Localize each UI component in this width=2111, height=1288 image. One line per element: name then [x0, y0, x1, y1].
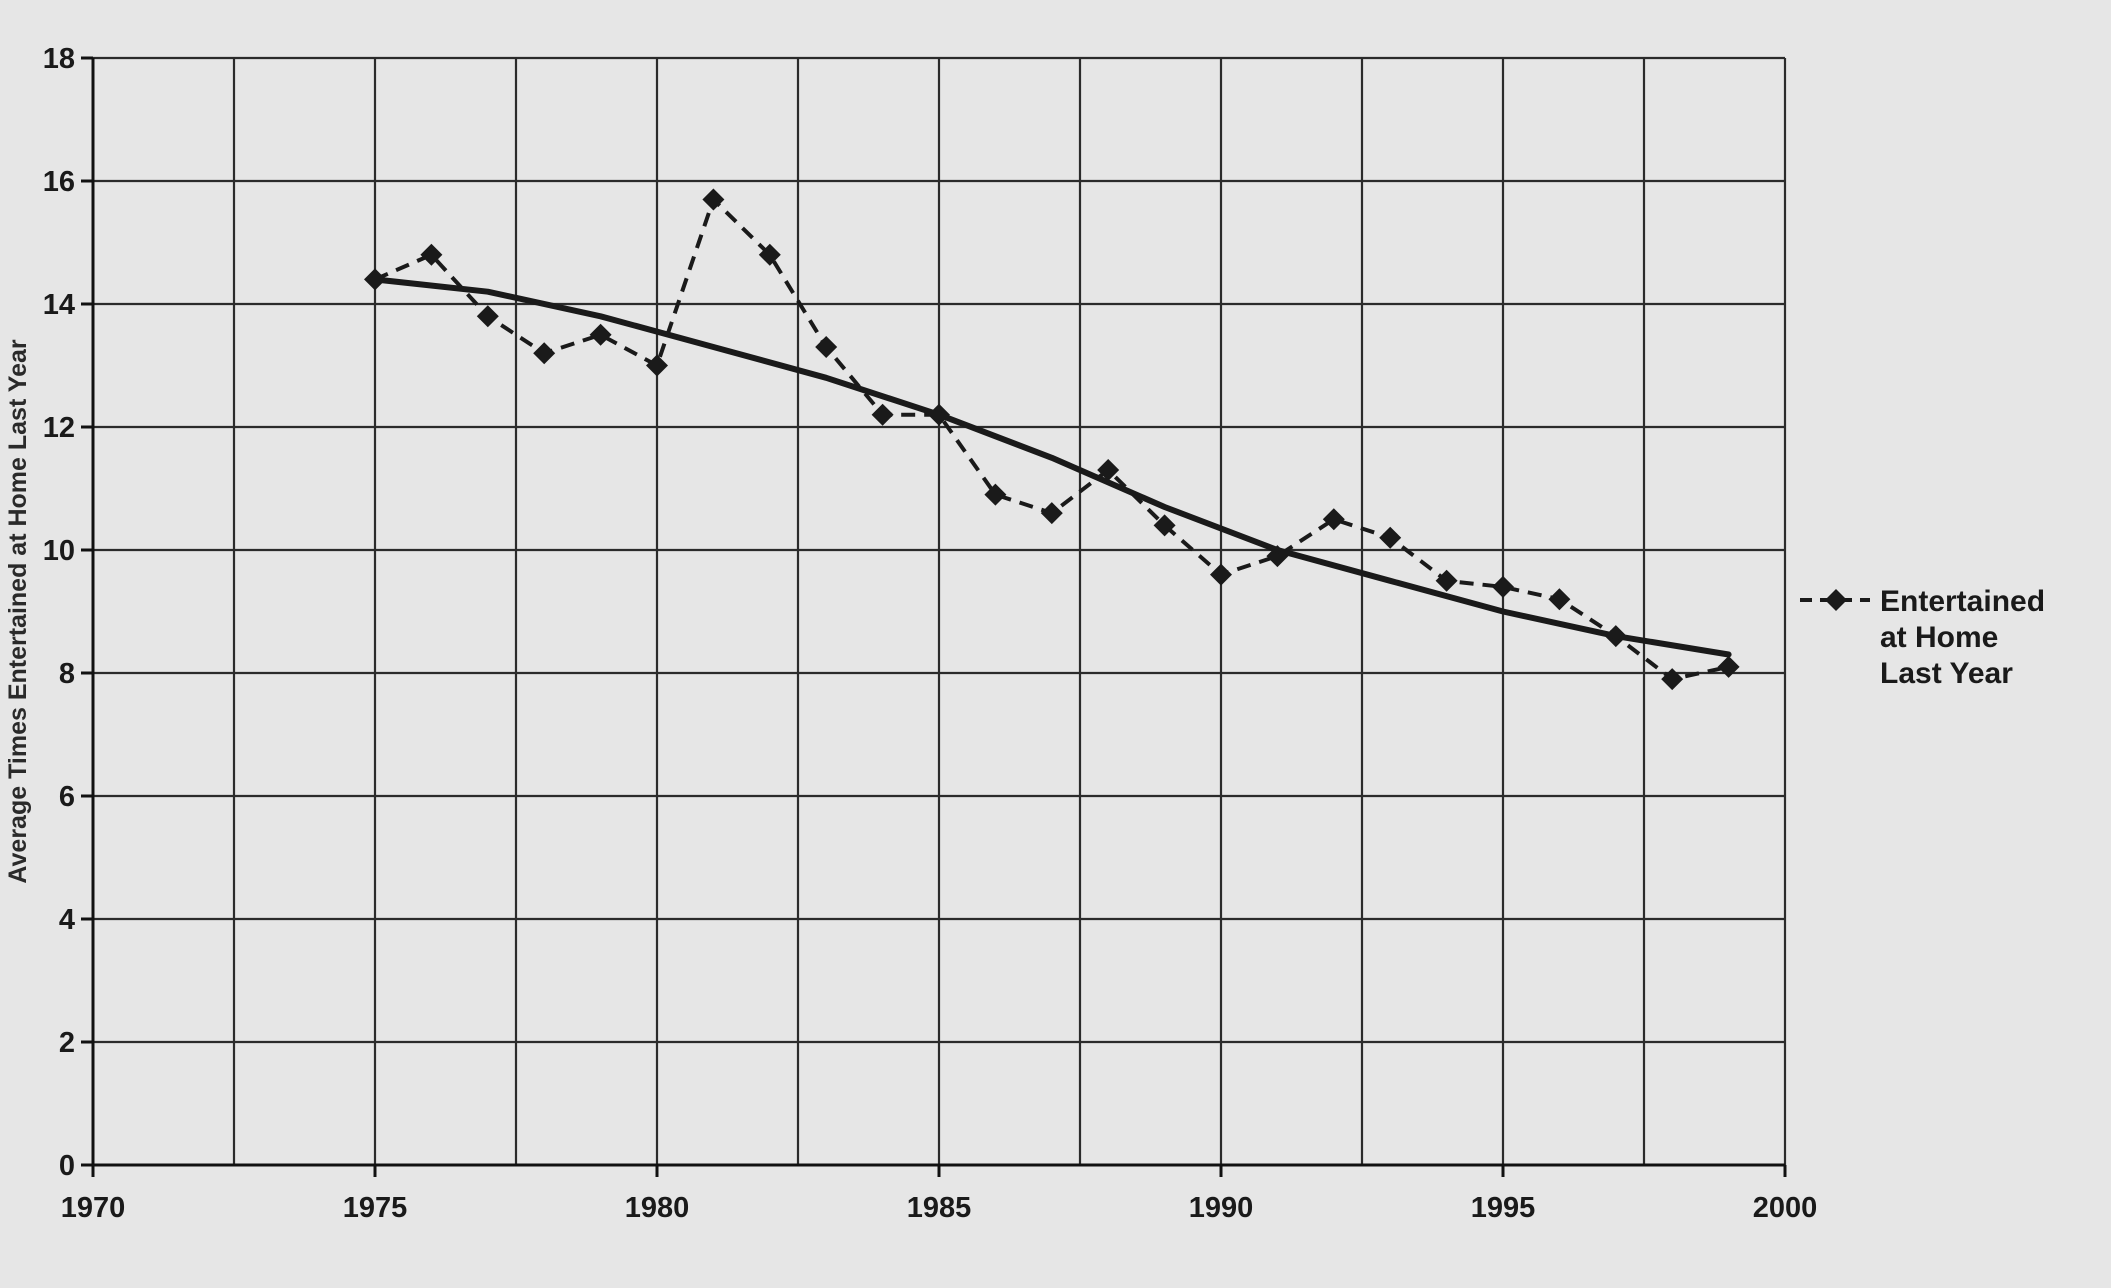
- data-point-marker: [1435, 569, 1458, 592]
- x-tick-label: 1995: [1471, 1192, 1536, 1224]
- data-point-marker: [646, 354, 668, 377]
- data-point-marker: [871, 403, 894, 426]
- data-point-marker: [476, 305, 499, 328]
- data-point-marker: [1661, 668, 1684, 691]
- data-point-marker: [533, 342, 556, 365]
- data-point-marker: [1322, 508, 1345, 531]
- axes: 0 2 4 6 8 10 12 14 16 18 1970 1975 1980 1985 1990 1995 2…: [43, 43, 1818, 1224]
- legend-label-line-1: Entertained: [1880, 585, 2045, 618]
- y-tick-label: 14: [43, 289, 75, 321]
- data-point-marker: [1153, 514, 1176, 537]
- series: [364, 188, 1740, 691]
- y-tick-label: 10: [43, 535, 75, 567]
- x-tick-label: 1975: [343, 1192, 408, 1224]
- y-tick-label: 2: [59, 1027, 75, 1059]
- data-point-marker: [1548, 588, 1571, 611]
- x-tick-label: 1970: [61, 1192, 126, 1224]
- legend-diamond-marker: [1825, 589, 1847, 611]
- x-tick-label: 2000: [1753, 1192, 1818, 1224]
- data-point-marker: [1379, 526, 1402, 549]
- data-point-marker: [1717, 655, 1740, 678]
- data-point-marker: [815, 336, 838, 359]
- data-point-marker: [758, 243, 781, 266]
- y-tick-label: 0: [59, 1150, 75, 1182]
- data-point-marker: [702, 188, 725, 211]
- data-point-marker: [589, 323, 612, 346]
- x-tick-label: 1985: [907, 1192, 972, 1224]
- data-point-marker: [1040, 502, 1063, 525]
- y-axis-title: Average Times Entertained at Home Last Y…: [4, 339, 32, 883]
- series-line-entertained-at-home: [374, 197, 1730, 682]
- y-tick-label: 8: [59, 658, 75, 690]
- trend-line: [372, 276, 1732, 658]
- y-tick-label: 16: [43, 166, 75, 198]
- y-tick-label: 18: [43, 43, 75, 75]
- y-tick-label: 4: [59, 904, 75, 936]
- data-point-marker: [1097, 459, 1120, 482]
- x-tick-label: 1980: [625, 1192, 690, 1224]
- y-tick-label: 12: [43, 412, 75, 444]
- data-point-marker: [420, 243, 443, 266]
- grid: [91, 56, 1787, 1167]
- legend-label-line-3: Last Year: [1880, 657, 2013, 690]
- x-tick-label: 1990: [1189, 1192, 1254, 1224]
- legend: Entertained at Home Last Year: [1800, 585, 2045, 690]
- y-tick-label: 6: [59, 781, 75, 813]
- data-point-marker: [984, 483, 1007, 506]
- legend-label-line-2: at Home: [1880, 621, 1998, 654]
- data-point-marker: [1210, 563, 1232, 586]
- data-point-marker: [1492, 575, 1514, 598]
